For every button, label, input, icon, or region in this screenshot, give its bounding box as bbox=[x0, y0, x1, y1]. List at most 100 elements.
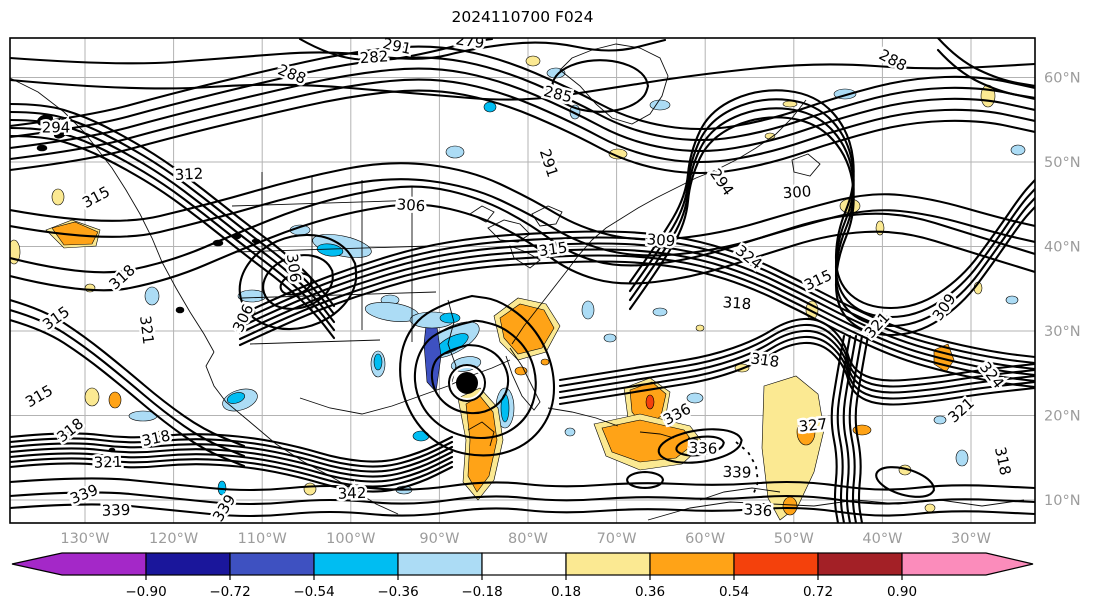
contour-line bbox=[936, 48, 1035, 100]
contour-line bbox=[10, 452, 454, 483]
contour-line bbox=[10, 203, 1035, 292]
shading-patch bbox=[514, 366, 528, 376]
contour-label: 300 bbox=[782, 182, 812, 202]
contour-label: 282 bbox=[359, 47, 389, 67]
contour-line bbox=[10, 432, 454, 463]
shading-patch bbox=[645, 394, 655, 410]
contour-line bbox=[558, 323, 1035, 388]
contour-line bbox=[848, 334, 864, 523]
contour-label: 315 bbox=[79, 183, 113, 212]
colorbar-tick-label: 0.54 bbox=[719, 584, 749, 600]
contour-line bbox=[836, 334, 852, 523]
contour-line bbox=[558, 329, 1035, 394]
x-tick-label: 50°W bbox=[774, 531, 814, 547]
contour-line bbox=[238, 260, 1035, 389]
contour-label: 315 bbox=[39, 303, 73, 334]
coastline bbox=[469, 205, 495, 223]
contour-label: 315 bbox=[538, 238, 569, 260]
x-tick-label: 110°W bbox=[238, 531, 287, 547]
coastline bbox=[467, 421, 495, 447]
colorbar-segment bbox=[649, 552, 735, 576]
colorbar-arrow-right bbox=[901, 552, 1034, 576]
contour-line bbox=[675, 435, 725, 457]
contour-line bbox=[10, 298, 246, 448]
x-tick-label: 70°W bbox=[597, 531, 637, 547]
shading-patch bbox=[144, 286, 160, 306]
x-tick-label: 80°W bbox=[508, 531, 548, 547]
shading-patch bbox=[303, 482, 317, 496]
colorbar: −0.90 −0.72 −0.54 −0.36 −0.18 0.18 0.36 0.54 0.7… bbox=[11, 552, 1034, 600]
contour-line bbox=[842, 334, 858, 523]
shading-patch bbox=[316, 243, 344, 257]
shading-patch bbox=[652, 307, 668, 317]
colorbar-tick-label: 0.90 bbox=[887, 584, 917, 600]
contour-label: 336 bbox=[743, 500, 773, 520]
contour-line bbox=[10, 134, 336, 340]
shading-patch bbox=[955, 449, 969, 467]
contour-line bbox=[10, 178, 1035, 257]
shading-patch bbox=[1005, 295, 1019, 305]
shading-patch bbox=[581, 300, 595, 320]
contour-label: 339 bbox=[722, 463, 751, 482]
contour-label: 339 bbox=[209, 491, 239, 525]
shading-patch bbox=[782, 496, 798, 516]
y-tick-label: 50°N bbox=[1044, 155, 1081, 171]
y-tick-label: 20°N bbox=[1044, 409, 1081, 425]
contour-label: 327 bbox=[798, 415, 828, 436]
x-axis-tick-labels: 130°W 120°W 110°W 100°W 90°W 80°W 70°W 60°W 50°W… bbox=[60, 531, 991, 547]
contour-line bbox=[279, 272, 313, 296]
colorbar-arrow-left bbox=[11, 552, 147, 576]
shading-patch bbox=[924, 503, 936, 513]
contour-label: 336 bbox=[688, 439, 717, 458]
shading-patch bbox=[373, 353, 383, 371]
contour-lines bbox=[10, 38, 1035, 523]
contour-line bbox=[238, 242, 1035, 371]
contour-label: 321 bbox=[93, 453, 122, 472]
island-arc-dashed bbox=[735, 441, 759, 499]
shading-patch bbox=[445, 145, 465, 159]
shading-patch bbox=[601, 419, 695, 463]
contour-line bbox=[10, 110, 336, 316]
colorbar-segment bbox=[397, 552, 483, 576]
coastline bbox=[249, 339, 381, 345]
shading-patch bbox=[608, 148, 628, 160]
contour-label: 285 bbox=[542, 82, 574, 106]
shading-patch bbox=[525, 55, 541, 67]
contour-line bbox=[10, 126, 336, 332]
storm-center-marker bbox=[448, 364, 486, 402]
contour-line bbox=[10, 56, 1035, 142]
contour-label: 315 bbox=[22, 381, 56, 411]
storm-marker-dot bbox=[456, 372, 478, 394]
contour-line bbox=[238, 248, 1035, 377]
coastline bbox=[241, 291, 437, 299]
contour-line bbox=[936, 38, 1035, 88]
contour-label: 318 bbox=[53, 414, 87, 446]
y-axis-tick-labels: 60°N 50°N 40°N 30°N 20°N 10°N bbox=[1044, 71, 1081, 510]
x-tick-label: 100°W bbox=[326, 531, 375, 547]
coastline bbox=[511, 99, 807, 345]
shading-patch bbox=[649, 99, 671, 111]
colorbar-tick-label: −0.18 bbox=[461, 584, 502, 600]
x-tick-label: 30°W bbox=[951, 531, 991, 547]
contour-line bbox=[10, 118, 336, 324]
contour-label: 318 bbox=[991, 445, 1015, 477]
contour-line bbox=[830, 334, 846, 523]
contour-line bbox=[10, 442, 454, 473]
coastline bbox=[235, 245, 431, 253]
contour-line bbox=[10, 447, 454, 478]
colorbar-segment bbox=[817, 552, 903, 576]
contour-line bbox=[399, 294, 556, 457]
coastline bbox=[547, 407, 619, 427]
contour-line bbox=[10, 62, 1035, 101]
colorbar-segment bbox=[145, 552, 231, 576]
shading-patch bbox=[875, 220, 885, 236]
y-tick-label: 60°N bbox=[1044, 71, 1081, 87]
contour-label: 318 bbox=[140, 426, 172, 450]
y-tick-label: 10°N bbox=[1044, 493, 1081, 509]
coastline bbox=[205, 351, 399, 515]
shading-patch bbox=[564, 427, 576, 437]
coastline bbox=[639, 431, 675, 439]
coastline bbox=[791, 153, 821, 177]
